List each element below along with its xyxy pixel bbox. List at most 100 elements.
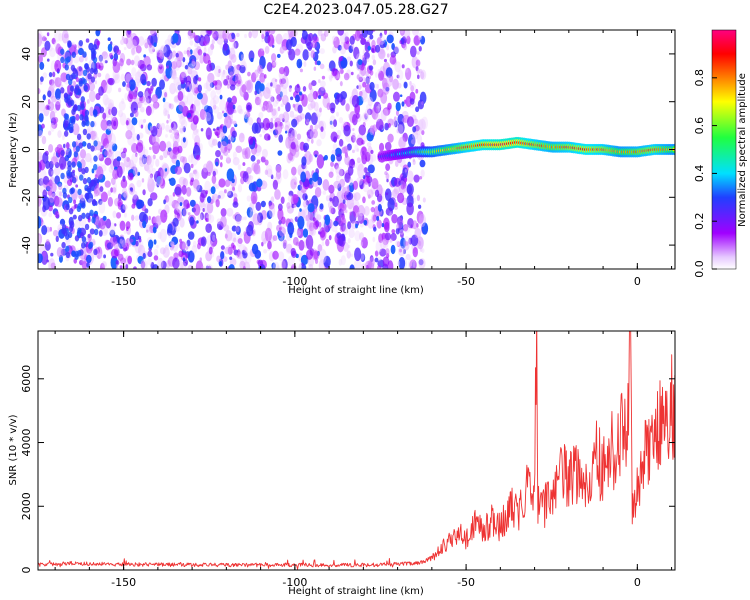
- noise-blob: [108, 77, 115, 86]
- spectrogram-ytick-label: 40: [20, 47, 33, 61]
- noise-blob: [287, 255, 296, 267]
- noise-blob: [340, 255, 346, 266]
- noise-blob: [238, 132, 245, 143]
- noise-blob: [112, 61, 121, 73]
- noise-blob: [89, 209, 94, 217]
- noise-blob: [357, 163, 365, 179]
- noise-blob: [226, 141, 233, 151]
- noise-blob: [281, 46, 286, 53]
- noise-blob: [394, 120, 398, 128]
- noise-blob: [48, 79, 55, 86]
- noise-blob: [299, 208, 302, 212]
- noise-blob: [177, 196, 185, 205]
- noise-blob: [257, 168, 261, 175]
- noise-blob: [126, 157, 130, 163]
- noise-blob: [150, 30, 157, 37]
- noise-blob: [412, 220, 418, 230]
- noise-blob: [187, 62, 192, 68]
- noise-blob: [124, 71, 132, 84]
- noise-blob: [218, 260, 223, 267]
- noise-blob: [159, 140, 167, 152]
- noise-blob: [204, 180, 211, 193]
- noise-blob: [379, 248, 387, 257]
- noise-blob: [93, 110, 98, 118]
- noise-blob: [261, 148, 268, 158]
- noise-blob: [104, 97, 112, 109]
- noise-blob: [415, 59, 421, 67]
- noise-blob: [392, 78, 399, 90]
- noise-blob: [202, 207, 205, 213]
- noise-blob: [224, 115, 232, 129]
- noise-blob: [159, 228, 167, 243]
- noise-blob: [205, 160, 214, 174]
- noise-blob: [153, 42, 157, 48]
- noise-blob: [355, 223, 358, 229]
- noise-blob: [376, 118, 384, 131]
- noise-blob: [129, 112, 134, 118]
- noise-blob: [52, 229, 59, 237]
- noise-blob: [222, 30, 230, 41]
- noise-blob: [135, 152, 138, 158]
- noise-blob: [152, 141, 160, 155]
- noise-blob: [362, 77, 366, 82]
- noise-blob: [237, 104, 243, 114]
- noise-blob: [84, 109, 90, 117]
- noise-blob: [401, 101, 405, 107]
- noise-blob: [172, 147, 178, 154]
- noise-blob: [142, 157, 148, 167]
- noise-blob: [314, 186, 322, 198]
- noise-blob: [287, 152, 294, 161]
- noise-blob: [127, 30, 131, 35]
- noise-blob: [152, 135, 160, 146]
- noise-blob: [138, 211, 147, 223]
- noise-blob: [89, 130, 96, 140]
- noise-blob: [122, 244, 128, 252]
- noise-blob: [134, 86, 139, 93]
- noise-blob: [229, 71, 234, 79]
- noise-blob: [393, 46, 399, 55]
- noise-blob: [193, 203, 201, 216]
- noise-blob: [62, 192, 68, 199]
- noise-blob: [152, 101, 159, 110]
- noise-blob: [196, 92, 203, 100]
- noise-blob: [63, 130, 69, 137]
- noise-blob: [85, 212, 90, 220]
- noise-blob: [313, 66, 317, 71]
- noise-blob: [419, 248, 423, 252]
- colorbar-ticks: 0.0 0.2 0.4 0.6 0.8: [693, 69, 717, 278]
- colorbar: 0.0 0.2 0.4 0.6 0.8 Normalized spectral ampl…: [693, 29, 748, 278]
- noise-blob: [212, 106, 220, 114]
- noise-blob: [66, 169, 71, 177]
- noise-blob: [416, 134, 423, 145]
- noise-blob: [192, 128, 199, 136]
- noise-blob: [366, 103, 372, 111]
- snr-line: [38, 331, 675, 570]
- noise-blob: [163, 108, 168, 117]
- noise-blob: [192, 179, 201, 192]
- noise-blob: [379, 240, 387, 249]
- noise-blob: [330, 161, 334, 167]
- noise-blob: [340, 90, 348, 100]
- noise-blob: [256, 186, 262, 192]
- noise-blob: [61, 224, 67, 231]
- noise-blob: [108, 151, 114, 161]
- noise-blob: [397, 192, 405, 204]
- noise-blob: [159, 247, 166, 255]
- noise-blob: [303, 205, 308, 214]
- noise-blob: [384, 221, 390, 233]
- noise-blob: [392, 118, 397, 128]
- noise-blob: [186, 239, 191, 247]
- noise-blob: [142, 252, 146, 259]
- noise-blob: [349, 264, 355, 269]
- noise-blob: [73, 104, 78, 112]
- noise-blob: [160, 122, 166, 131]
- noise-blob: [147, 228, 152, 234]
- noise-blob: [235, 214, 242, 225]
- noise-blob: [323, 30, 329, 37]
- noise-blob: [163, 149, 168, 159]
- noise-blob: [274, 189, 281, 200]
- noise-blob: [105, 128, 111, 135]
- noise-blob: [276, 53, 281, 58]
- noise-blob: [88, 42, 94, 51]
- noise-blob: [79, 174, 84, 181]
